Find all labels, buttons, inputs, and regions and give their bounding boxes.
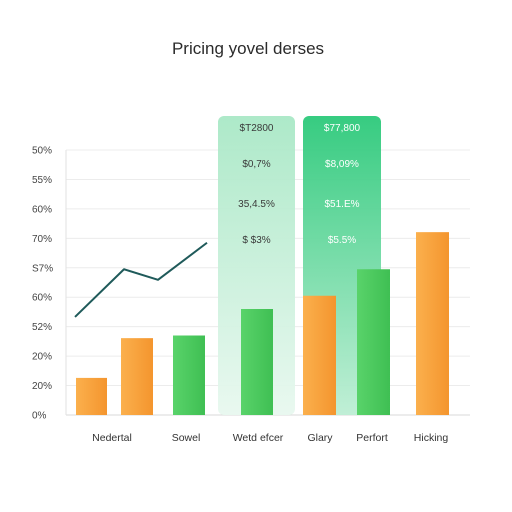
bar — [76, 377, 107, 415]
panel-value-label: $5.5% — [328, 235, 356, 246]
y-tick-label: 60% — [32, 293, 52, 304]
x-category-label: Sowel — [172, 432, 201, 444]
bars — [76, 232, 449, 415]
panel-value-label: $8,09% — [325, 159, 359, 170]
bar — [357, 269, 390, 415]
highlight-panel — [218, 116, 295, 415]
y-tick-label: 20% — [32, 381, 52, 392]
x-category-label: Wetd efcer — [233, 432, 284, 444]
panel-value-label: $T2800 — [240, 123, 274, 134]
y-tick-label: 20% — [32, 352, 52, 363]
panel-value-label: $77,800 — [324, 123, 361, 134]
y-tick-label: 55% — [32, 175, 52, 186]
bar — [303, 295, 336, 415]
panel-value-label: $0,7% — [242, 159, 270, 170]
x-category-label: Glary — [307, 432, 333, 444]
panel-value-label: $51.E% — [324, 199, 359, 210]
x-axis-categories: Nedertal Sowel Wetd efcer Glary Perfort Hicki… — [92, 432, 448, 444]
y-tick-label: 52% — [32, 322, 52, 333]
chart-title: Pricing yovel derses — [172, 39, 324, 58]
y-tick-label: 50% — [32, 146, 52, 157]
y-tick-label: S7% — [32, 263, 53, 274]
panel-value-label: 35,4.5% — [238, 199, 275, 210]
bar — [241, 309, 273, 415]
bar — [416, 232, 449, 415]
x-category-label: Hicking — [414, 432, 449, 444]
y-tick-label: 0% — [32, 411, 47, 422]
panel-value-label: $ $3% — [242, 235, 270, 246]
x-category-label: Perfort — [356, 432, 388, 444]
line-series — [74, 241, 208, 318]
bar — [121, 338, 153, 415]
bar — [173, 335, 205, 415]
y-axis-ticks: 0% 20% 20% 52% 60% S7% 70% 60% 55% 50% — [32, 146, 53, 422]
x-category-label: Nedertal — [92, 432, 132, 444]
y-tick-label: 70% — [32, 234, 52, 245]
line-series-path — [74, 241, 208, 318]
y-tick-label: 60% — [32, 204, 52, 215]
